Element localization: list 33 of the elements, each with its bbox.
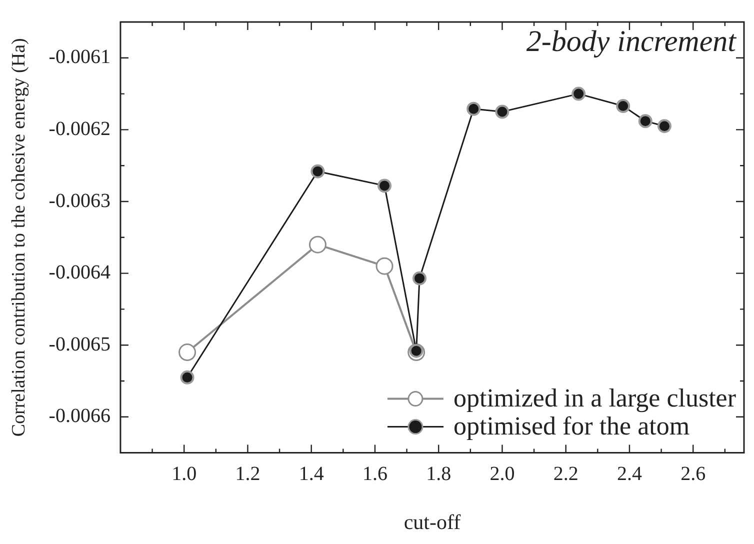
point	[308, 236, 326, 254]
x-tick-label: 1.6	[362, 463, 388, 486]
point	[616, 99, 630, 114]
point	[466, 102, 481, 116]
x-tick-label: 1.2	[235, 463, 260, 486]
point	[657, 119, 672, 134]
annotation: 2-body increment	[526, 24, 737, 58]
point	[412, 271, 427, 286]
x-tick-label: 1.4	[298, 463, 324, 486]
x-tick-label: 1.8	[426, 463, 452, 486]
legend-label: optimized in a large cluster	[453, 384, 736, 413]
y-tick-label: -0.0063	[48, 190, 110, 212]
point	[178, 344, 196, 362]
point	[310, 164, 325, 178]
point	[378, 178, 392, 193]
y-tick-label: -0.0066	[48, 405, 110, 428]
x-tick-label: 1.0	[172, 463, 197, 486]
point	[376, 257, 394, 275]
y-tick-label: -0.0062	[48, 118, 110, 140]
x-tick-label: 2.0	[490, 463, 515, 486]
x-tick-label: 2.6	[680, 463, 706, 486]
point	[495, 104, 510, 119]
point	[638, 114, 652, 128]
x-axis-title: cut-off	[404, 510, 461, 534]
point	[180, 370, 194, 384]
x-tick-label: 2.2	[553, 463, 578, 486]
y-tick-label: -0.0061	[48, 46, 110, 68]
legend-label: optimised for the atom	[453, 412, 690, 441]
y-tick-label: -0.0065	[48, 333, 110, 356]
y-tick-label: -0.0064	[48, 262, 110, 284]
y-axis-title: Correlation contribution to the cohesive energy (Ha)	[8, 38, 30, 437]
x-tick-label: 2.4	[616, 463, 642, 486]
point	[572, 86, 586, 101]
